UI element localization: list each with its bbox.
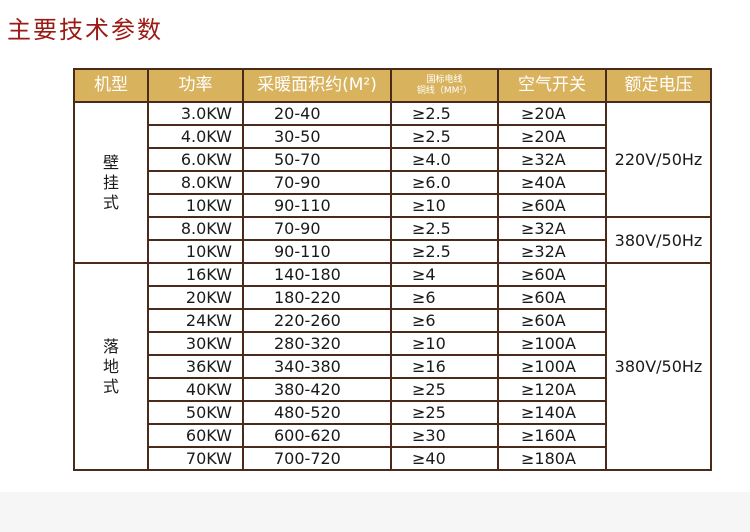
power-cell: 36KW <box>147 354 244 379</box>
power-cell: 8.0KW <box>147 170 244 195</box>
voltage-cell: 380V/50Hz <box>605 262 712 471</box>
voltage-cell: 380V/50Hz <box>605 216 712 264</box>
wire-cell: ≥4 <box>390 262 499 287</box>
power-cell: 16KW <box>147 262 244 287</box>
breaker-cell: ≥160A <box>497 423 607 448</box>
breaker-cell: ≥20A <box>497 124 607 149</box>
type-cell: 落 地 式 <box>73 262 149 471</box>
table-row: 70KW 700-720 ≥40 ≥180A <box>74 446 711 471</box>
power-cell: 3.0KW <box>147 101 244 126</box>
table-row: 24KW 220-260 ≥6 ≥60A <box>74 308 711 333</box>
wire-cell: ≥16 <box>390 354 499 379</box>
wire-cell: ≥2.5 <box>390 101 499 126</box>
table-row: 8.0KW 70-90 ≥2.5 ≥32A 380V/50Hz <box>74 216 712 264</box>
area-cell: 90-110 <box>242 239 392 264</box>
area-cell: 340-380 <box>242 354 392 379</box>
voltage-cell: 220V/50Hz <box>605 101 712 218</box>
breaker-cell: ≥40A <box>497 170 607 195</box>
power-cell: 50KW <box>147 400 244 425</box>
power-cell: 70KW <box>147 446 244 471</box>
wire-cell: ≥10 <box>390 331 499 356</box>
area-cell: 480-520 <box>242 400 392 425</box>
wire-cell: ≥10 <box>390 193 499 218</box>
area-cell: 180-220 <box>242 285 392 310</box>
header-power: 功率 <box>147 68 244 103</box>
breaker-cell: ≥140A <box>497 400 607 425</box>
area-cell: 70-90 <box>242 216 392 241</box>
wire-cell: ≥2.5 <box>390 124 499 149</box>
table-row: 落 地 式 16KW 140-180 ≥4 ≥60A 380V/50Hz <box>73 262 712 471</box>
area-cell: 700-720 <box>242 446 392 471</box>
power-cell: 20KW <box>147 285 244 310</box>
area-cell: 70-90 <box>242 170 392 195</box>
table-row: 50KW 480-520 ≥25 ≥140A <box>74 400 711 425</box>
power-cell: 30KW <box>147 331 244 356</box>
area-cell: 380-420 <box>242 377 392 402</box>
header-wire: 国标电线 铜线（MM²） <box>390 68 499 103</box>
footer-band <box>0 492 750 532</box>
table-row: 8.0KW 70-90 ≥6.0 ≥40A <box>74 170 711 195</box>
header-area: 采暖面积约(M²) <box>242 68 392 103</box>
power-cell: 24KW <box>147 308 244 333</box>
power-cell: 8.0KW <box>147 216 244 241</box>
breaker-cell: ≥60A <box>497 308 607 333</box>
breaker-cell: ≥32A <box>497 147 607 172</box>
header-wire-line1: 国标电线 <box>426 74 463 85</box>
wire-cell: ≥6 <box>390 308 499 333</box>
power-cell: 40KW <box>147 377 244 402</box>
breaker-cell: ≥32A <box>497 239 607 264</box>
header-voltage: 额定电压 <box>605 68 712 103</box>
area-cell: 90-110 <box>242 193 392 218</box>
header-breaker: 空气开关 <box>497 68 607 103</box>
header-type: 机型 <box>73 68 149 103</box>
table-row: 6.0KW 50-70 ≥4.0 ≥32A <box>74 147 711 172</box>
table-row: 20KW 180-220 ≥6 ≥60A <box>74 285 711 310</box>
wire-cell: ≥2.5 <box>390 216 499 241</box>
wire-cell: ≥25 <box>390 400 499 425</box>
breaker-cell: ≥60A <box>497 285 607 310</box>
breaker-cell: ≥100A <box>497 354 607 379</box>
breaker-cell: ≥20A <box>497 101 607 126</box>
wire-cell: ≥2.5 <box>390 239 499 264</box>
area-cell: 20-40 <box>242 101 392 126</box>
area-cell: 220-260 <box>242 308 392 333</box>
wire-cell: ≥40 <box>390 446 499 471</box>
breaker-cell: ≥60A <box>497 193 607 218</box>
wire-cell: ≥6 <box>390 285 499 310</box>
breaker-cell: ≥60A <box>497 262 607 287</box>
wire-cell: ≥6.0 <box>390 170 499 195</box>
breaker-cell: ≥32A <box>497 216 607 241</box>
power-cell: 60KW <box>147 423 244 448</box>
breaker-cell: ≥120A <box>497 377 607 402</box>
power-cell: 6.0KW <box>147 147 244 172</box>
header-wire-line2: 铜线（MM²） <box>416 85 473 96</box>
area-cell: 600-620 <box>242 423 392 448</box>
spec-table: 机型 功率 采暖面积约(M²) 国标电线 铜线（MM²） 空气开关 额定电压 壁 … <box>73 68 712 471</box>
header-row: 机型 功率 采暖面积约(M²) 国标电线 铜线（MM²） 空气开关 额定电压 <box>73 68 712 103</box>
area-cell: 30-50 <box>242 124 392 149</box>
power-cell: 10KW <box>147 193 244 218</box>
area-cell: 140-180 <box>242 262 392 287</box>
wire-cell: ≥25 <box>390 377 499 402</box>
table-row: 壁 挂 式 3.0KW 20-40 ≥2.5 ≥20A 220V/50Hz <box>73 101 712 264</box>
power-cell: 4.0KW <box>147 124 244 149</box>
wire-cell: ≥4.0 <box>390 147 499 172</box>
table-row: 40KW 380-420 ≥25 ≥120A <box>74 377 711 402</box>
table-row: 36KW 340-380 ≥16 ≥100A <box>74 354 711 379</box>
area-cell: 280-320 <box>242 331 392 356</box>
table-row: 4.0KW 30-50 ≥2.5 ≥20A <box>74 124 711 149</box>
table-row: 10KW 90-110 ≥2.5 ≥32A <box>74 239 711 264</box>
breaker-cell: ≥100A <box>497 331 607 356</box>
page-title: 主要技术参数 <box>7 16 163 44</box>
area-cell: 50-70 <box>242 147 392 172</box>
breaker-cell: ≥180A <box>497 446 607 471</box>
table-row: 30KW 280-320 ≥10 ≥100A <box>74 331 711 356</box>
table-row: 10KW 90-110 ≥10 ≥60A <box>74 193 711 218</box>
type-cell: 壁 挂 式 <box>73 101 149 264</box>
power-cell: 10KW <box>147 239 244 264</box>
wire-cell: ≥30 <box>390 423 499 448</box>
table-row: 60KW 600-620 ≥30 ≥160A <box>74 423 711 448</box>
